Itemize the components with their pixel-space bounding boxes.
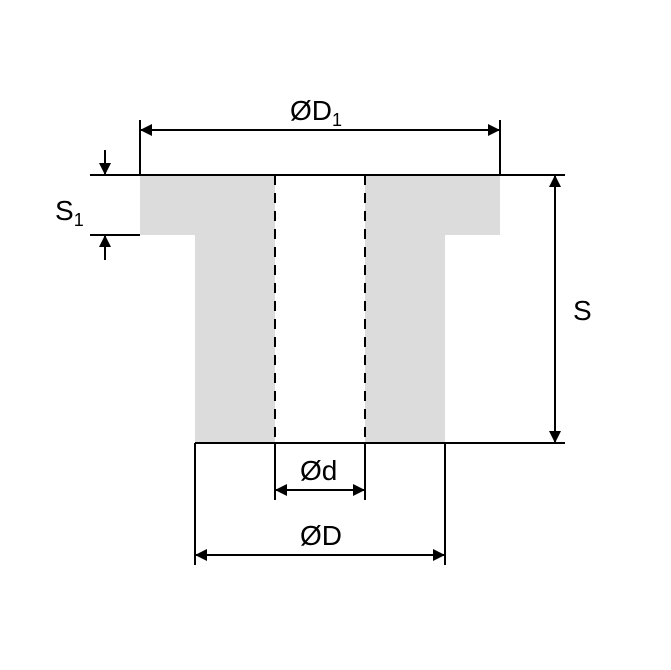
section-left	[140, 175, 275, 443]
bushing-diagram: ØD1 S1 S Ød ØD	[0, 0, 671, 670]
dim-s1-label: S1	[55, 195, 84, 230]
section-right	[365, 175, 500, 443]
dim-D-label: ØD	[300, 520, 342, 551]
dim-d1-label: ØD1	[290, 95, 342, 130]
dim-d-label: Ød	[300, 455, 337, 486]
dim-s-label: S	[573, 295, 592, 326]
